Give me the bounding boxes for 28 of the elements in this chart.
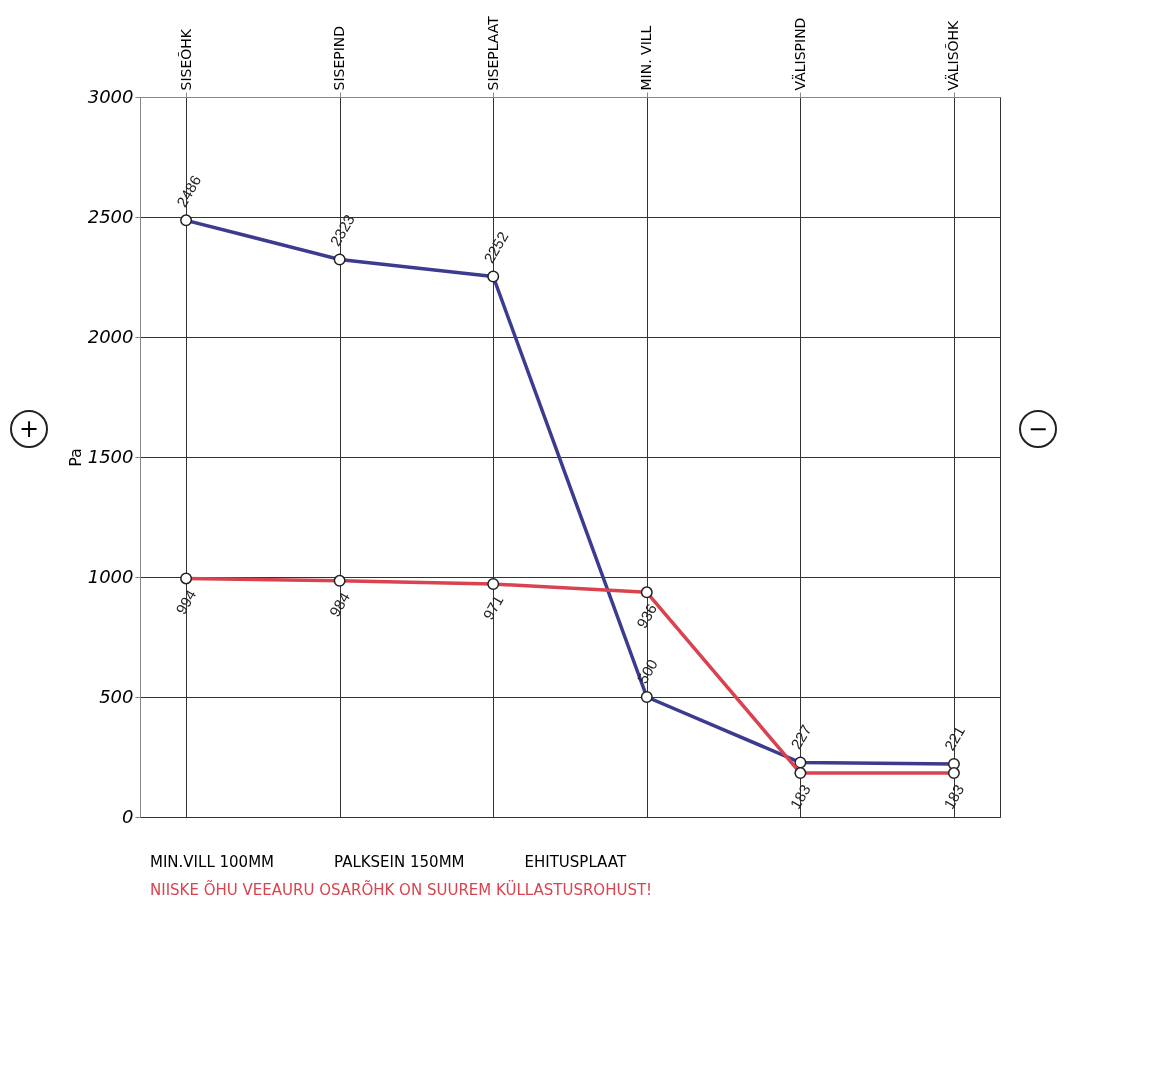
x-tick-label: SISEPLAAT — [484, 15, 501, 91]
y-tick-label: 2000 — [87, 325, 134, 347]
x-tick-label: SISEÕHK — [177, 28, 194, 91]
data-label: 183 — [786, 781, 814, 812]
y-tick-label: 2500 — [87, 205, 134, 227]
circled-sign: − — [1019, 409, 1057, 448]
text: PALKSEIN 150MM — [334, 853, 465, 871]
x-tick-label: MIN. VILL — [638, 25, 655, 91]
y-tick-label: 500 — [99, 685, 134, 707]
circled-sign: + — [10, 409, 48, 448]
x-tick-label: SISEPIND — [331, 25, 348, 91]
y-tick-label: 1500 — [87, 445, 134, 467]
data-label: 183 — [940, 781, 968, 812]
x-tick-label: VÄLISÕHK — [944, 19, 962, 91]
data-label: 936 — [632, 600, 661, 631]
text: NIISKE ÕHU VEEAURU OSARÕHK ON SUUREM KÜLLASTUSROHUST! — [150, 881, 653, 899]
data-label: 971 — [479, 592, 507, 623]
text: EHITUSPLAAT — [524, 853, 627, 871]
data-label: 500 — [633, 656, 661, 687]
y-tick-label: 1000 — [87, 565, 134, 587]
y-tick-label: 3000 — [87, 85, 134, 107]
data-label: 984 — [325, 589, 353, 620]
data-label: 221 — [940, 723, 968, 754]
text: MIN.VILL 100MM — [150, 853, 275, 871]
x-tick-label: VÄLISPIND — [790, 17, 808, 91]
y-tick-label: 0 — [122, 805, 134, 827]
y-axis-title: Pa — [65, 448, 85, 467]
data-label: 994 — [172, 586, 200, 618]
